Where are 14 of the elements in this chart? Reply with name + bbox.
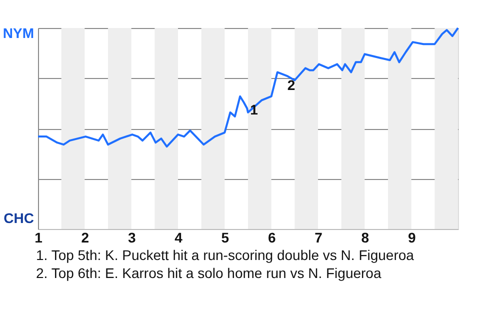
- text: 2. Top 6th: E. Karros hit a solo home run vs N. Figueroa: [36, 265, 382, 281]
- x-tick-label: 3: [128, 230, 136, 246]
- text: NYM: [2, 25, 34, 41]
- annotation: 2: [287, 77, 296, 94]
- text: CHC: [4, 210, 34, 226]
- x-tick-label: 8: [361, 230, 370, 246]
- x-tick-label: 2: [81, 230, 90, 246]
- x-tick-label: 7: [314, 230, 323, 246]
- x-tick-label: 9: [408, 230, 416, 246]
- x-tick-label: 6: [268, 230, 276, 246]
- x-tick-label: 5: [221, 230, 230, 246]
- x-tick-label: 1: [34, 230, 43, 246]
- x-tick-label: 4: [174, 230, 183, 246]
- text: 1. Top 5th: K. Puckett hit a run-scoring double vs N. Figueroa: [36, 247, 414, 263]
